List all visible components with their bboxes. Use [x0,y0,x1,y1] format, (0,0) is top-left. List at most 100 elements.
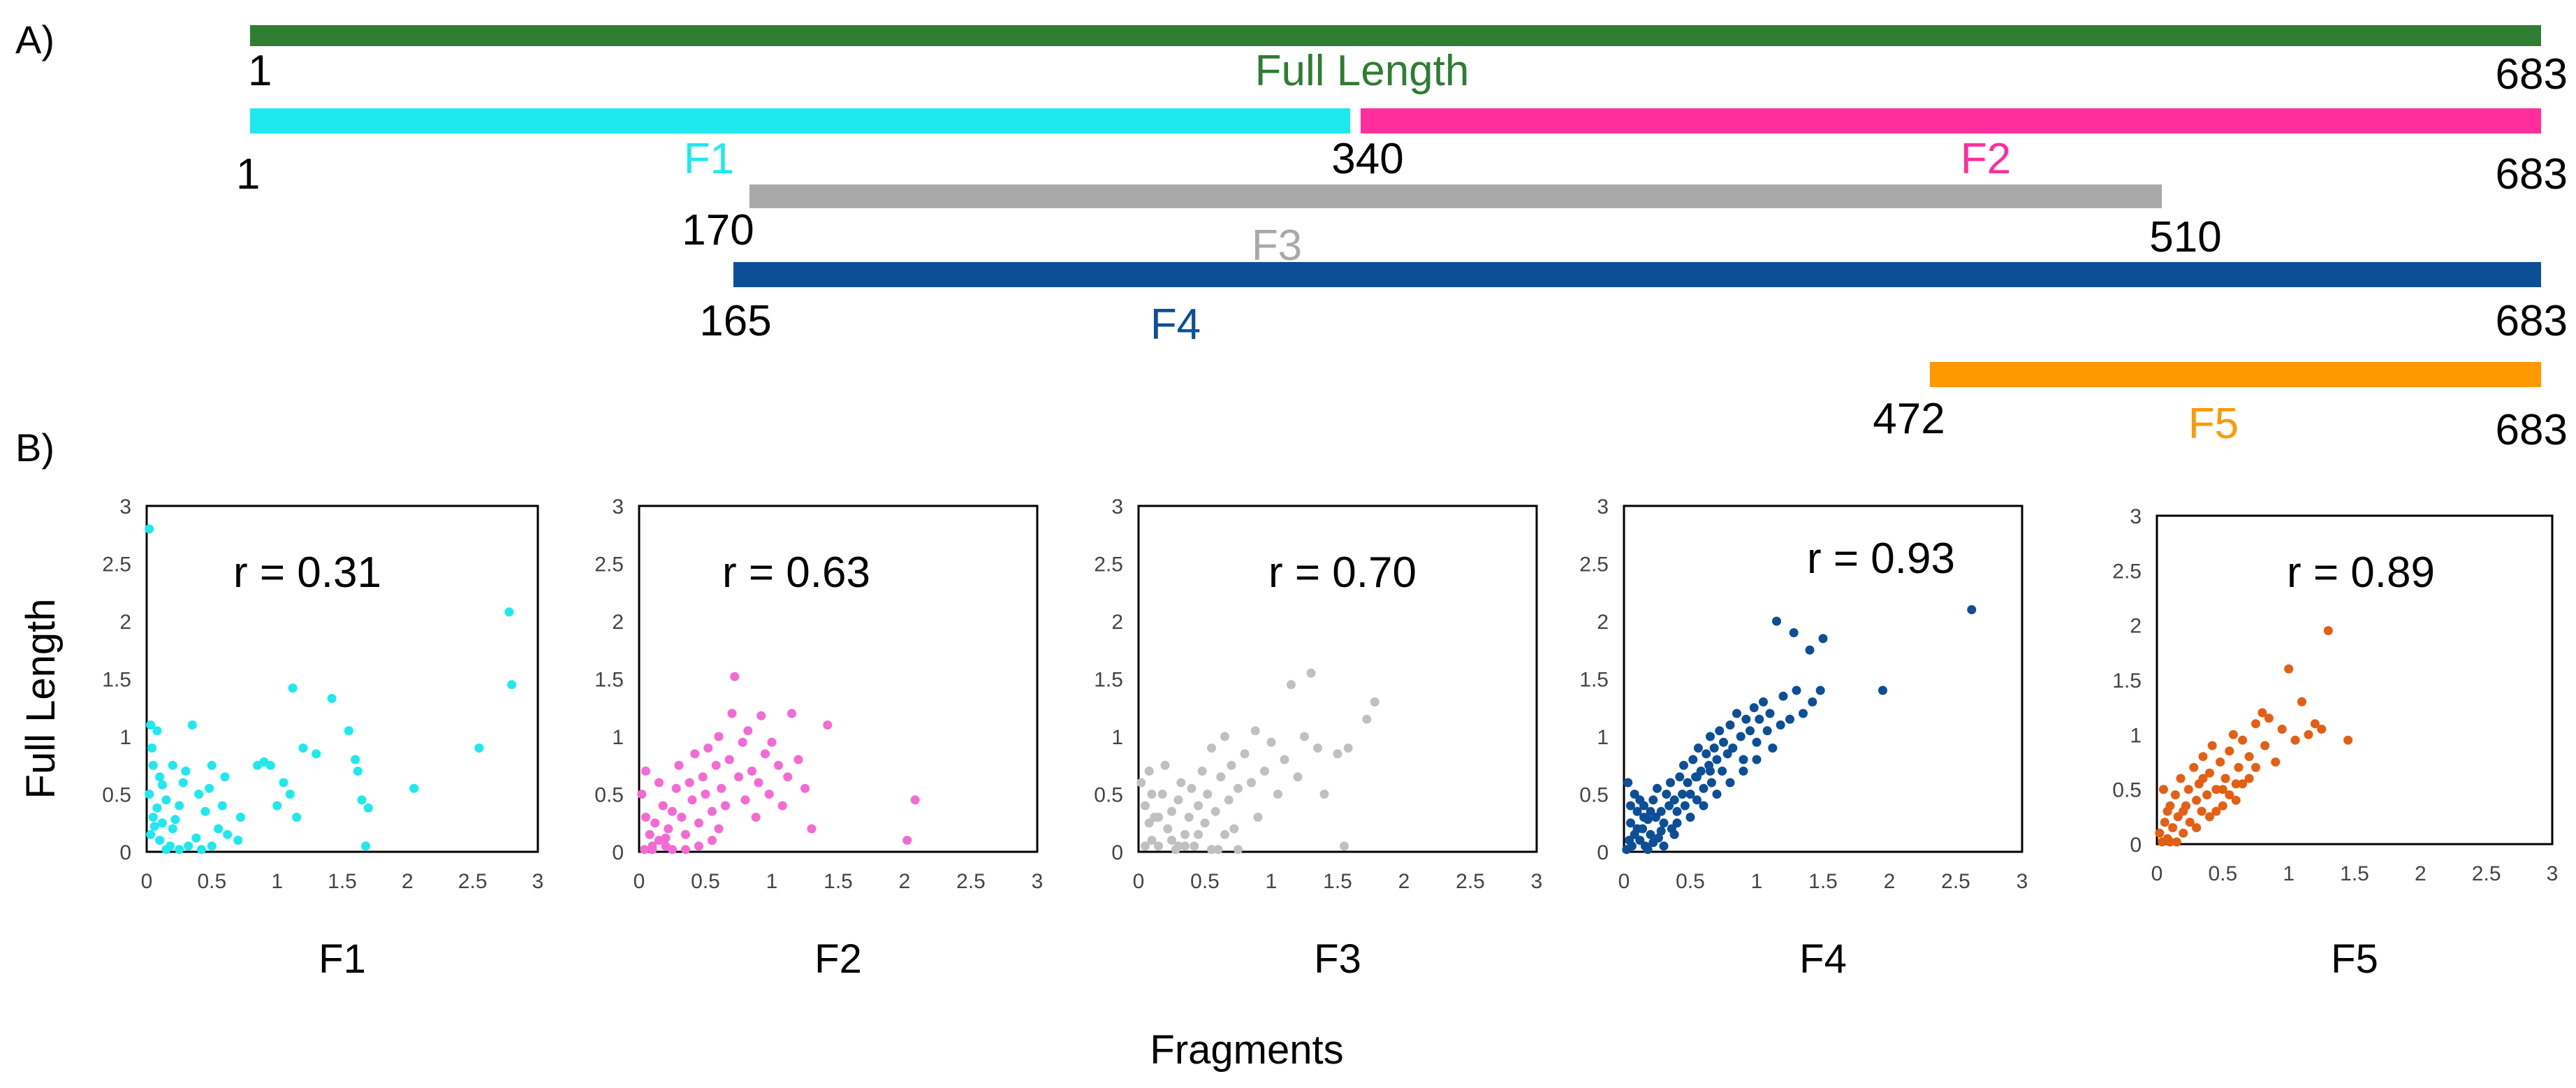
data-point [787,709,796,718]
data-point [1639,813,1648,822]
bar-f2-end: 683 [2496,150,2568,198]
data-point [1792,686,1801,695]
data-point [353,767,363,776]
data-point [1762,726,1772,736]
data-point [357,795,367,805]
y-tick-label: 0 [119,841,131,864]
data-point [668,845,677,855]
data-point [1253,813,1263,822]
data-point [1180,829,1190,839]
data-point [157,818,167,828]
data-point [727,709,737,718]
data-point [761,749,770,759]
data-point [1967,605,1977,614]
data-point [2197,806,2207,816]
bar-f4-name: F4 [1150,300,1201,349]
data-point [2211,785,2221,795]
data-point [170,815,180,825]
data-point [681,829,690,839]
data-point [2271,757,2281,767]
data-point [175,845,184,855]
x-tick-label: 1.5 [1808,870,1838,893]
data-point [1778,691,1788,701]
data-point [1651,813,1661,822]
data-point [1176,778,1186,788]
y-tick-label: 1.5 [594,669,624,692]
data-point [1722,749,1732,759]
data-point [1144,818,1154,828]
fragment-axis-label: F2 [814,936,862,982]
data-point [2185,818,2195,827]
data-point [1648,838,1658,848]
x-tick-label: 0.5 [1676,870,1705,893]
data-point [2231,779,2241,789]
data-point [658,801,668,811]
data-point [668,806,677,816]
data-point [1741,714,1751,724]
data-point [1154,841,1163,851]
data-point [2162,806,2172,816]
data-point [777,801,787,811]
data-point [703,744,713,753]
data-point [764,790,774,799]
data-point [1706,732,1715,741]
data-point [344,726,353,736]
data-point [2205,768,2214,778]
data-point [2218,785,2227,795]
bar-f3-start: 170 [682,206,754,254]
data-point [2297,697,2306,706]
data-point [1693,744,1703,753]
bar-f1 [250,108,1350,133]
bar-f4-start: 165 [699,297,771,345]
data-point [146,829,156,839]
data-point [168,824,177,834]
data-point [1167,836,1176,845]
data-point [2234,762,2244,772]
data-point [181,767,191,776]
data-point [1273,790,1282,799]
bar-f5-name: F5 [2188,400,2239,448]
data-point [1736,732,1746,741]
x-tick-label: 1 [2283,862,2295,885]
data-point [1732,709,1741,718]
y-tick-label: 1 [119,726,131,749]
x-tick-label: 1.5 [328,870,357,893]
data-point [1213,845,1223,855]
data-point [1669,795,1679,805]
data-point [145,790,154,799]
data-point [1250,726,1260,736]
bar-f5-start: 472 [1873,395,1945,443]
x-tick-label: 0 [634,870,645,893]
data-point [1739,755,1748,764]
data-point [708,806,717,816]
data-point [910,795,920,805]
data-point [1319,790,1329,799]
bar-f3-end: 510 [2149,213,2221,261]
y-tick-label: 0.5 [2112,779,2142,802]
data-point [1709,744,1719,753]
data-point [1287,680,1296,690]
y-tick-label: 3 [2130,505,2142,528]
y-tick-label: 0 [1111,841,1123,864]
data-point [1679,760,1688,770]
data-point [1808,697,1817,706]
data-point [2192,823,2202,832]
fragment-map: 1 Full Length 683 1 F1 340 F2 683 170 F3… [236,25,2568,454]
data-point [1627,841,1637,851]
data-point [2205,812,2214,822]
data-point [1160,760,1170,770]
data-point [1632,824,1642,834]
data-point [1343,744,1353,753]
data-point [694,818,703,828]
data-point [1141,841,1150,851]
data-point [1266,737,1276,747]
data-point [409,783,419,793]
y-tick-label: 2.5 [102,553,131,576]
data-point [207,841,217,851]
data-point [2155,828,2165,838]
data-point [641,767,650,776]
data-point [650,818,660,828]
x-tick-label: 0.5 [691,870,720,893]
data-point [155,836,165,845]
